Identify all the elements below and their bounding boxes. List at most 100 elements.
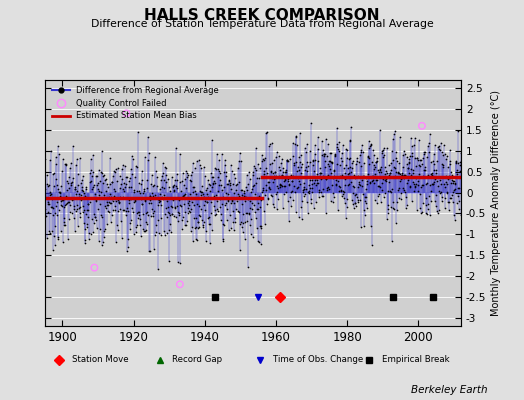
- Point: [368, 158, 376, 165]
- Point: [97, 170, 106, 176]
- Point: [247, 230, 256, 237]
- Point: [407, 166, 416, 172]
- Point: [70, 186, 79, 193]
- Point: [193, 219, 202, 225]
- Point: [402, 194, 410, 200]
- Point: [256, 223, 264, 230]
- Point: [226, 212, 234, 218]
- Point: [388, 238, 396, 244]
- Point: [53, 236, 62, 242]
- Point: [379, 176, 387, 182]
- Point: [455, 198, 463, 204]
- Point: [301, 167, 309, 173]
- Point: [335, 138, 343, 145]
- Point: [390, 173, 399, 179]
- Point: [224, 191, 233, 197]
- Point: [294, 175, 302, 181]
- Point: [387, 189, 395, 195]
- Point: [252, 145, 260, 152]
- Point: [124, 244, 132, 250]
- Point: [443, 180, 452, 187]
- Point: [168, 211, 176, 218]
- Point: [97, 212, 105, 218]
- Point: [236, 150, 244, 156]
- Point: [223, 198, 232, 204]
- Point: [381, 170, 390, 177]
- Point: [155, 199, 163, 205]
- Point: [194, 224, 203, 231]
- Point: [151, 154, 159, 160]
- Point: [410, 181, 419, 188]
- Point: [322, 136, 331, 142]
- Point: [66, 208, 74, 215]
- Point: [111, 188, 119, 195]
- Point: [440, 174, 448, 180]
- Point: [197, 189, 205, 195]
- Point: [73, 202, 81, 208]
- Point: [46, 188, 54, 195]
- Point: [294, 166, 303, 173]
- Point: [84, 230, 93, 236]
- Point: [440, 181, 449, 187]
- Point: [368, 242, 376, 248]
- Point: [439, 152, 447, 159]
- Point: [370, 166, 379, 172]
- Point: [96, 201, 104, 207]
- Point: [221, 157, 230, 163]
- Point: [334, 207, 342, 214]
- Point: [47, 148, 56, 155]
- Point: [204, 214, 213, 220]
- Point: [271, 154, 280, 161]
- Point: [258, 189, 266, 196]
- Point: [302, 164, 310, 170]
- Point: [46, 157, 54, 163]
- Point: [277, 173, 285, 180]
- Point: [217, 217, 225, 224]
- Point: [454, 160, 463, 166]
- Point: [59, 197, 67, 204]
- Point: [423, 211, 431, 217]
- Point: [290, 162, 298, 168]
- Point: [238, 192, 247, 198]
- Point: [295, 154, 303, 160]
- Point: [150, 246, 158, 252]
- Point: [64, 174, 73, 181]
- Point: [124, 208, 132, 215]
- Point: [279, 168, 287, 175]
- Point: [264, 196, 272, 202]
- Point: [220, 222, 228, 228]
- Point: [187, 206, 195, 212]
- Point: [208, 174, 216, 181]
- Point: [54, 189, 63, 195]
- Text: Berkeley Earth: Berkeley Earth: [411, 385, 487, 395]
- Point: [276, 180, 285, 187]
- Point: [99, 180, 107, 187]
- Point: [409, 170, 417, 176]
- Text: Estimated Station Mean Bias: Estimated Station Mean Bias: [76, 111, 196, 120]
- Point: [245, 169, 253, 176]
- Point: [405, 156, 413, 162]
- Point: [129, 209, 137, 215]
- Point: [288, 153, 297, 159]
- Point: [123, 248, 131, 254]
- Point: [352, 191, 360, 197]
- Point: [403, 180, 411, 186]
- Point: [214, 166, 222, 172]
- Point: [228, 167, 236, 174]
- Point: [104, 202, 112, 208]
- Point: [417, 210, 425, 217]
- Point: [246, 176, 254, 182]
- Point: [424, 172, 433, 178]
- Point: [183, 174, 191, 180]
- Point: [290, 160, 299, 166]
- Point: [399, 164, 407, 170]
- Point: [267, 168, 275, 175]
- Point: [81, 193, 89, 199]
- Point: [444, 199, 452, 205]
- Point: [201, 173, 210, 180]
- Point: [213, 206, 221, 213]
- Point: [161, 179, 170, 186]
- Point: [167, 195, 176, 202]
- Point: [422, 194, 430, 201]
- Point: [49, 171, 57, 177]
